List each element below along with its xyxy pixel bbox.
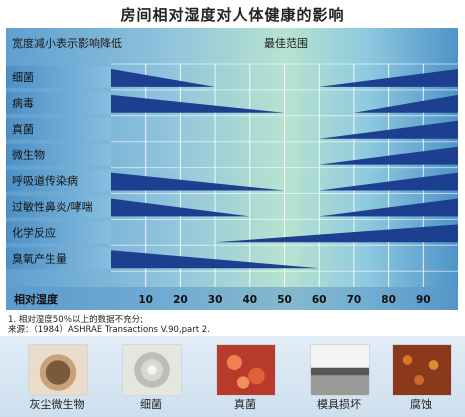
row-label: 过敏性鼻炎/哮喘 (12, 199, 93, 213)
header-left-text: 宽度减小表示影响降低 (12, 36, 122, 50)
photo-strip: 灰尘微生物 细菌 真菌 模具损坏 腐蚀 (0, 336, 465, 417)
row-label: 细菌 (12, 71, 34, 84)
impact-wedge-right (319, 120, 458, 139)
row-label: 微生物 (12, 148, 45, 162)
corrosion-photo (392, 344, 452, 396)
impact-wedge-right (319, 198, 458, 217)
impact-wedge-left (111, 250, 320, 269)
impact-wedge-right (215, 224, 458, 243)
axis-bar (6, 287, 458, 310)
row-label: 呼吸道传染病 (12, 174, 78, 188)
row-label-background (6, 66, 111, 88)
dust-mite-photo (28, 344, 88, 396)
row-label-background (6, 91, 111, 114)
x-tick-label: 80 (381, 294, 396, 306)
fungi-photo (216, 344, 276, 396)
x-tick-label: 90 (416, 294, 431, 306)
row-label-background (6, 195, 111, 218)
photo-caption-1: 灰尘微生物 (29, 398, 85, 411)
impact-wedge-left (111, 94, 285, 113)
row-label-background (6, 169, 111, 192)
x-tick-label: 30 (208, 294, 223, 306)
photo-caption-5: 腐蚀 (410, 398, 432, 411)
impact-bands (111, 69, 458, 269)
x-axis-ticks: 10 20 30 40 50 60 70 80 90 (138, 294, 430, 306)
impact-wedge-left (111, 198, 250, 217)
impact-wedge-right (319, 146, 458, 165)
photo-caption-2: 细菌 (140, 398, 162, 411)
photo-caption-4: 模具损坏 (317, 398, 361, 411)
x-tick-label: 40 (242, 294, 257, 306)
mold-damage-photo (310, 344, 370, 396)
row-label-background (6, 143, 111, 166)
row-label: 臭氧产生量 (12, 251, 67, 265)
x-tick-label: 10 (138, 294, 153, 306)
photo-caption-3: 真菌 (234, 398, 256, 411)
optimal-range-label: 最佳范围 (264, 36, 308, 50)
x-tick-label: 20 (173, 294, 188, 306)
impact-wedge-right (319, 69, 458, 87)
x-tick-label: 70 (347, 294, 362, 306)
impact-wedge-right (319, 172, 458, 191)
impact-wedge-left (111, 69, 216, 87)
note-line-1: 1. 相对湿度50％以上的数据不充分; (8, 315, 143, 325)
row-label: 真菌 (12, 122, 34, 136)
bacteria-photo (122, 344, 182, 396)
x-tick-label: 50 (277, 294, 292, 306)
row-label: 病毒 (12, 96, 34, 110)
row-label-background (6, 247, 111, 270)
x-tick-label: 60 (312, 294, 327, 306)
row-label: 化学反应 (12, 225, 56, 239)
row-label-background (6, 221, 111, 244)
chart-title: 房间相对湿度对人体健康的影响 (120, 6, 345, 24)
impact-wedge-right (353, 94, 458, 113)
row-label-background (6, 117, 111, 140)
impact-wedge-left (111, 172, 285, 191)
note-line-2: 来源：（1984）ASHRAE Transactions V.90,part 2… (8, 325, 210, 335)
x-axis-label: 相对湿度 (14, 292, 59, 306)
grid-lines (111, 63, 458, 287)
